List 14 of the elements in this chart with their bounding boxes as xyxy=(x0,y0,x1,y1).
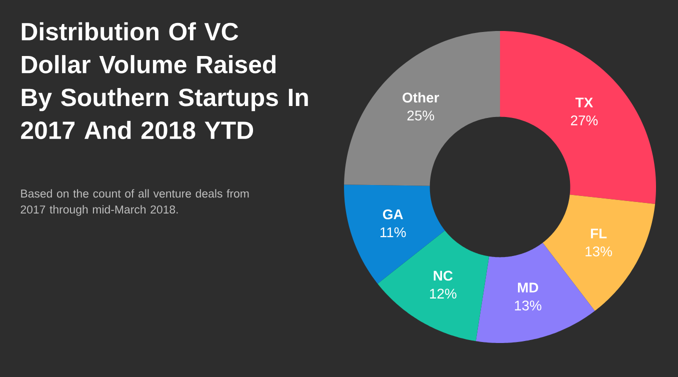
slice-label: NC xyxy=(434,270,453,281)
data-label: 12% xyxy=(430,288,456,299)
data-label: 11% xyxy=(380,227,406,238)
slice-label: TX xyxy=(575,98,594,108)
text: Based on the count of all venture deals from 2017 through mid-March 2018. xyxy=(20,189,249,216)
slice-label: FL xyxy=(590,228,607,238)
slice-label: GA xyxy=(383,209,403,220)
data-label: 27% xyxy=(570,115,598,126)
slice-label: Other xyxy=(402,92,440,103)
slice-label: MD xyxy=(518,282,538,292)
data-label: 13% xyxy=(514,300,542,310)
text: Distribution Of VC Dollar Volume Raised By Southern Startups In 2017 And 2018 YTD xyxy=(21,22,308,140)
data-label: 25% xyxy=(407,110,434,120)
data-label: 13% xyxy=(586,246,612,256)
